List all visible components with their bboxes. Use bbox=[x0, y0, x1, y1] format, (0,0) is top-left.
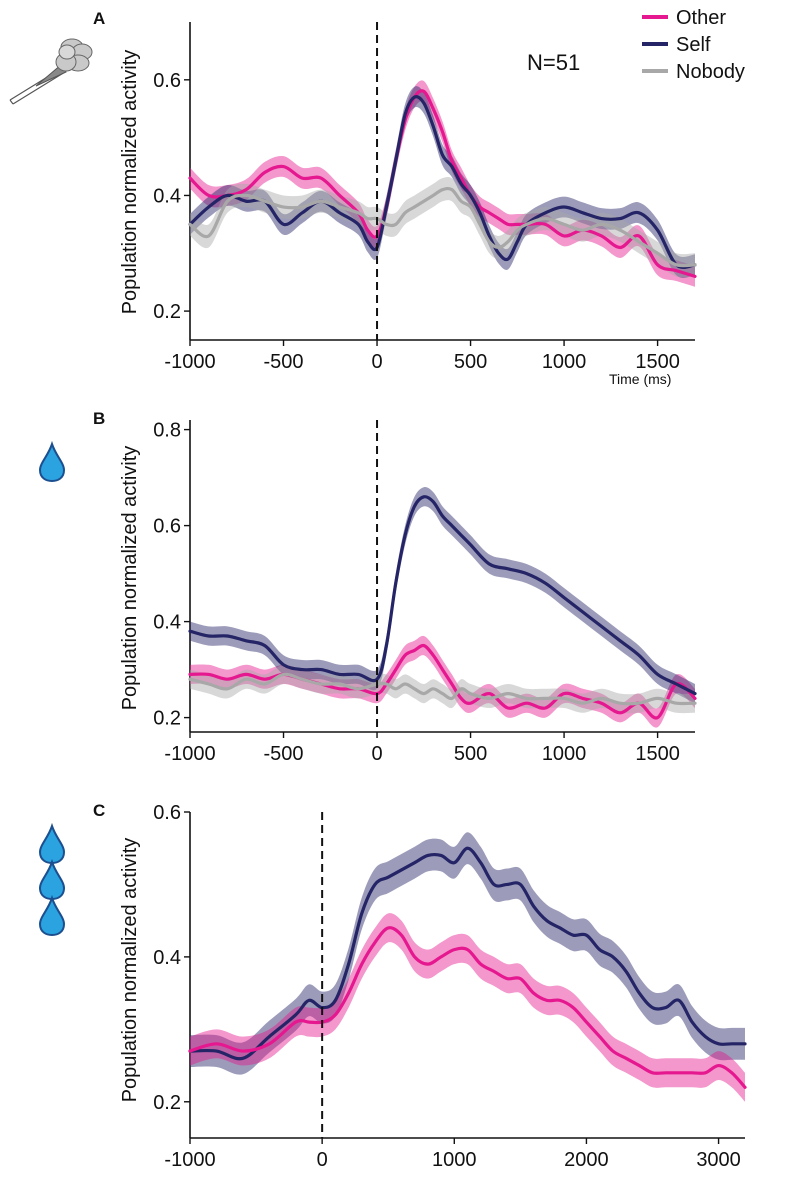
panel-b-plot: 0.2 0.4 0.6 0.8 -1000 -500 0 500 1000 1500 bbox=[153, 420, 697, 765]
y-tick-label: 0.8 bbox=[153, 420, 181, 442]
panel-label-c: C bbox=[93, 801, 105, 820]
series-line-self-b bbox=[188, 495, 697, 696]
series-line-self-a bbox=[188, 94, 697, 269]
y-tick-label: 0.6 bbox=[153, 70, 181, 92]
x-tick-label: 500 bbox=[454, 743, 487, 765]
panel-c-plot: 0.2 0.4 0.6 -1000 0 1000 2000 3000 bbox=[153, 802, 747, 1171]
series-band-self-c bbox=[190, 832, 745, 1075]
y-tick-label: 0.6 bbox=[153, 516, 181, 538]
x-tick-label: 1500 bbox=[635, 351, 680, 373]
time-axis-label: Time (ms) bbox=[609, 371, 671, 387]
n-label: N=51 bbox=[527, 50, 580, 75]
x-tick-label: -500 bbox=[264, 351, 304, 373]
x-tick-label: 1000 bbox=[542, 351, 587, 373]
legend-label-nobody: Nobody bbox=[676, 61, 745, 83]
y-axis-label-b: Population normalized activity bbox=[119, 446, 141, 711]
single-water-drop-icon bbox=[38, 440, 66, 483]
series-line-self-c bbox=[188, 846, 747, 1061]
y-tick-label: 0.4 bbox=[153, 185, 181, 207]
x-tick-label: 1500 bbox=[635, 743, 680, 765]
x-tick-label: 2000 bbox=[564, 1149, 609, 1171]
x-tick-label: 0 bbox=[371, 351, 382, 373]
three-water-drops-icon bbox=[38, 822, 66, 937]
legend-label-other: Other bbox=[676, 7, 726, 29]
x-tick-label: 1000 bbox=[432, 1149, 477, 1171]
panel-label-a: A bbox=[93, 9, 105, 28]
y-tick-label: 0.2 bbox=[153, 708, 181, 730]
series-band-other-c bbox=[190, 913, 745, 1102]
y-tick-label: 0.2 bbox=[153, 1092, 181, 1114]
y-tick-label: 0.6 bbox=[153, 802, 181, 824]
legend-label-self: Self bbox=[676, 34, 711, 56]
x-tick-label: 0 bbox=[371, 743, 382, 765]
x-tick-label: 500 bbox=[454, 351, 487, 373]
legend: Other Self Nobody bbox=[642, 7, 745, 83]
y-tick-label: 0.2 bbox=[153, 301, 181, 323]
series-line-nobody-b bbox=[188, 672, 697, 706]
x-tick-label: -1000 bbox=[164, 351, 215, 373]
x-tick-label: 0 bbox=[317, 1149, 328, 1171]
y-tick-label: 0.4 bbox=[153, 947, 181, 969]
x-tick-label: -1000 bbox=[164, 1149, 215, 1171]
series-band-nobody-a bbox=[190, 176, 695, 278]
series-band-other-b bbox=[190, 635, 695, 728]
series-line-other-c bbox=[188, 926, 747, 1089]
x-tick-label: 3000 bbox=[696, 1149, 741, 1171]
y-tick-label: 0.4 bbox=[153, 612, 181, 634]
x-tick-label: 1000 bbox=[542, 743, 587, 765]
x-tick-label: -1000 bbox=[164, 743, 215, 765]
series-band-nobody-b bbox=[190, 664, 695, 714]
y-axis-label-c: Population normalized activity bbox=[119, 838, 141, 1103]
x-tick-label: -500 bbox=[264, 743, 304, 765]
eye-tracker-device-icon bbox=[9, 38, 93, 105]
panel-label-b: B bbox=[93, 409, 105, 428]
y-axis-label-a: Population normalized activity bbox=[119, 50, 141, 315]
panel-a-plot: 0.2 0.4 0.6 -1000 -500 0 500 1000 1500 bbox=[153, 22, 697, 373]
series-line-nobody-a bbox=[188, 186, 697, 268]
